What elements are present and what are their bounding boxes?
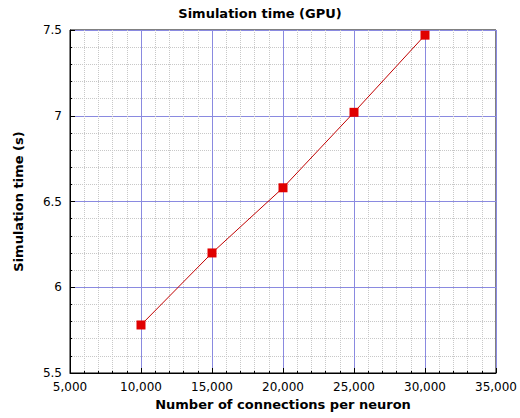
svg-text:15,000: 15,000 bbox=[191, 380, 233, 394]
svg-text:20,000: 20,000 bbox=[262, 380, 304, 394]
svg-text:7: 7 bbox=[54, 109, 62, 123]
svg-text:25,000: 25,000 bbox=[333, 380, 375, 394]
svg-text:30,000: 30,000 bbox=[404, 380, 446, 394]
svg-text:6: 6 bbox=[54, 280, 62, 294]
svg-text:35,000: 35,000 bbox=[475, 380, 517, 394]
svg-text:Simulation time (GPU): Simulation time (GPU) bbox=[178, 6, 341, 21]
svg-text:5,000: 5,000 bbox=[53, 380, 87, 394]
svg-text:6.5: 6.5 bbox=[43, 195, 62, 209]
svg-text:7.5: 7.5 bbox=[43, 23, 62, 37]
svg-text:5.5: 5.5 bbox=[43, 366, 62, 380]
svg-text:Simulation time (s): Simulation time (s) bbox=[11, 131, 26, 271]
svg-text:10,000: 10,000 bbox=[120, 380, 162, 394]
svg-text:Number of connections per neur: Number of connections per neuron bbox=[155, 397, 411, 412]
